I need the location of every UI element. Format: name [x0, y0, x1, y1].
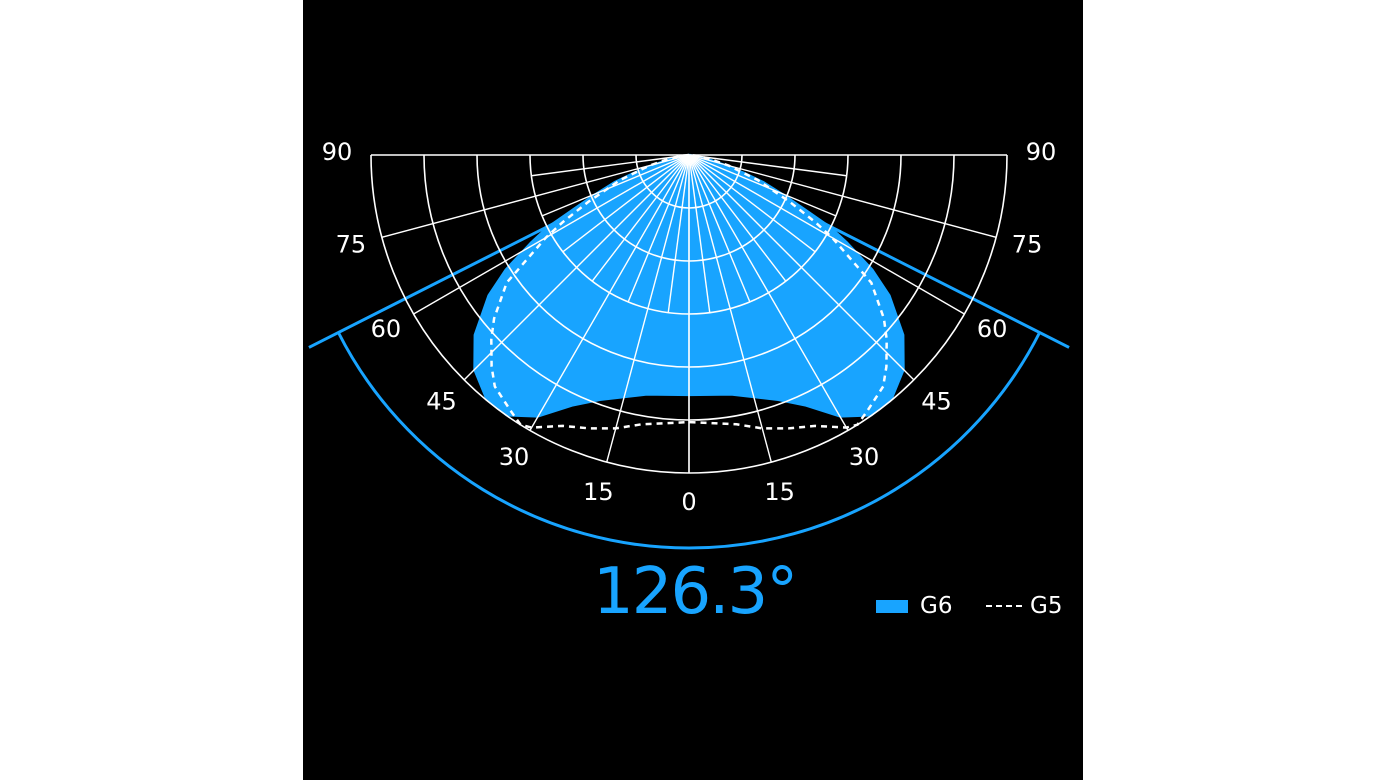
- angle-tick-label: 15: [583, 478, 614, 506]
- beam-angle-label: 126.3°: [593, 555, 798, 629]
- chart-panel: 0 15 15 30 30 45 45 60 60 75 75 90 90 126.3° G6 G5: [303, 0, 1083, 780]
- grid-spoke: [413, 154, 690, 315]
- grid-spoke: [627, 154, 690, 303]
- grid-spoke: [688, 154, 816, 253]
- legend-label-g5: G5: [1030, 593, 1063, 619]
- grid-spoke: [531, 154, 690, 177]
- angle-tick-label: 30: [499, 443, 530, 471]
- angle-tick-label: 15: [764, 478, 795, 506]
- angle-tick-label: 75: [1012, 231, 1043, 259]
- legend-swatch-g5: [986, 605, 1022, 607]
- grid-spoke: [381, 154, 690, 238]
- grid-spoke: [688, 154, 772, 463]
- legend-swatch-g6: [876, 600, 908, 613]
- grid-spoke: [463, 154, 690, 381]
- angle-tick-label: 60: [977, 315, 1008, 343]
- grid-spoke: [688, 154, 711, 313]
- grid-spoke: [688, 154, 837, 217]
- legend-label-g6: G6: [920, 593, 953, 619]
- grid-spoke: [688, 154, 751, 303]
- grid-spoke: [667, 154, 690, 313]
- beam-angle-arc: [337, 331, 1041, 550]
- angle-tick-label: 90: [322, 138, 353, 166]
- angle-tick-label: 60: [371, 315, 402, 343]
- grid-spoke: [688, 154, 915, 381]
- grid-spoke: [529, 154, 690, 431]
- angle-tick-label: 90: [1026, 138, 1057, 166]
- grid-spoke: [688, 154, 787, 282]
- grid-spoke: [688, 154, 997, 238]
- grid-spoke: [606, 154, 690, 463]
- angle-tick-label: 30: [849, 443, 880, 471]
- angle-tick-label: 75: [336, 231, 367, 259]
- angle-tick-label: 45: [426, 387, 457, 415]
- angle-tick-label: 0: [681, 488, 696, 516]
- grid-spoke: [688, 154, 849, 431]
- series-g5-line: [490, 153, 888, 430]
- angle-tick-label: 45: [921, 387, 952, 415]
- polar-chart: 0 15 15 30 30 45 45 60 60 75 75 90 90: [308, 138, 1070, 550]
- grid-spoke: [541, 154, 690, 217]
- grid-spoke: [688, 154, 847, 177]
- grid-spoke: [591, 154, 690, 282]
- grid-spoke: [688, 154, 965, 315]
- grid-spoke: [562, 154, 690, 253]
